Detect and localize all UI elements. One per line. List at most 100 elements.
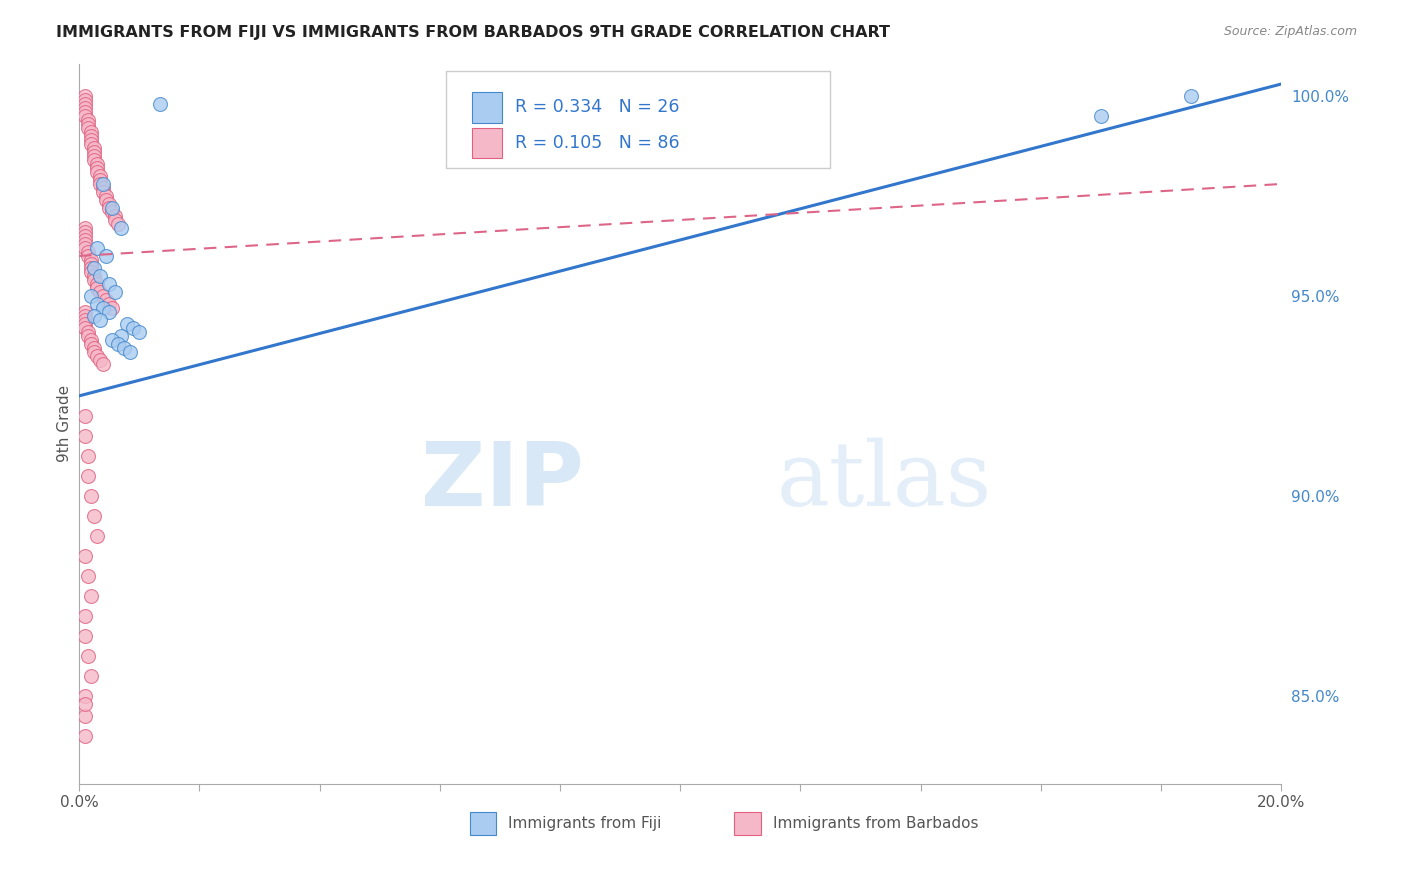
Point xyxy=(86,297,108,311)
Point xyxy=(149,97,172,112)
Point xyxy=(77,449,100,463)
Point xyxy=(75,97,97,112)
Point xyxy=(104,285,127,299)
Point xyxy=(112,341,135,355)
Point xyxy=(75,629,97,643)
Point xyxy=(91,357,114,371)
Point xyxy=(101,201,124,215)
Point xyxy=(75,93,97,107)
Point xyxy=(80,128,103,143)
Point xyxy=(101,205,124,219)
Point xyxy=(91,181,114,195)
Point xyxy=(75,689,97,703)
Point xyxy=(75,608,97,623)
Point xyxy=(75,89,97,103)
Point xyxy=(83,141,105,155)
Point xyxy=(89,173,111,187)
Point xyxy=(83,268,105,283)
Point xyxy=(1180,89,1202,103)
Point xyxy=(96,193,118,207)
Point xyxy=(98,197,121,211)
Point xyxy=(86,281,108,295)
Point xyxy=(80,265,103,279)
Text: Immigrants from Fiji: Immigrants from Fiji xyxy=(508,815,662,830)
Point xyxy=(75,101,97,115)
Text: Immigrants from Barbados: Immigrants from Barbados xyxy=(773,815,979,830)
Point xyxy=(83,260,105,275)
Point xyxy=(75,697,97,711)
Text: R = 0.334   N = 26: R = 0.334 N = 26 xyxy=(516,98,681,117)
Point xyxy=(89,313,111,327)
Text: Source: ZipAtlas.com: Source: ZipAtlas.com xyxy=(1223,25,1357,38)
Point xyxy=(115,317,138,331)
Point xyxy=(89,285,111,299)
FancyBboxPatch shape xyxy=(734,812,761,835)
Point xyxy=(128,325,150,339)
Point xyxy=(83,145,105,159)
Point xyxy=(75,109,97,123)
Point xyxy=(80,589,103,603)
Point xyxy=(77,648,100,663)
FancyBboxPatch shape xyxy=(446,71,831,169)
Text: IMMIGRANTS FROM FIJI VS IMMIGRANTS FROM BARBADOS 9TH GRADE CORRELATION CHART: IMMIGRANTS FROM FIJI VS IMMIGRANTS FROM … xyxy=(56,25,890,40)
Point xyxy=(75,236,97,251)
Point xyxy=(75,225,97,239)
Text: atlas: atlas xyxy=(776,438,991,525)
Point xyxy=(107,337,129,351)
Point xyxy=(104,209,127,223)
Point xyxy=(80,252,103,267)
Point xyxy=(75,313,97,327)
Point xyxy=(89,169,111,183)
Point xyxy=(91,301,114,315)
Point xyxy=(77,117,100,131)
Point xyxy=(75,305,97,319)
Point xyxy=(83,273,105,287)
Point xyxy=(89,268,111,283)
Point xyxy=(98,297,121,311)
Point xyxy=(80,133,103,147)
Point xyxy=(77,468,100,483)
Point xyxy=(96,189,118,203)
Point xyxy=(110,221,132,235)
Point xyxy=(80,337,103,351)
Text: ZIP: ZIP xyxy=(422,438,583,524)
Point xyxy=(86,529,108,543)
Point xyxy=(83,309,105,323)
Point xyxy=(96,293,118,307)
FancyBboxPatch shape xyxy=(470,812,496,835)
Point xyxy=(98,277,121,291)
Point xyxy=(107,217,129,231)
Point xyxy=(77,244,100,259)
Point xyxy=(80,669,103,683)
Point xyxy=(98,201,121,215)
Point xyxy=(75,708,97,723)
Point xyxy=(101,333,124,347)
Point xyxy=(91,177,114,191)
Point xyxy=(122,321,145,335)
Point xyxy=(96,249,118,263)
Point xyxy=(83,344,105,359)
Point xyxy=(75,729,97,743)
Point xyxy=(75,233,97,247)
Point xyxy=(83,149,105,163)
Point xyxy=(75,309,97,323)
Point xyxy=(83,508,105,523)
Point xyxy=(91,185,114,199)
Point xyxy=(75,429,97,443)
Point xyxy=(86,165,108,179)
Point xyxy=(83,341,105,355)
Point xyxy=(86,157,108,171)
Point xyxy=(75,229,97,244)
Point xyxy=(86,277,108,291)
Text: R = 0.105   N = 86: R = 0.105 N = 86 xyxy=(516,134,681,152)
Point xyxy=(75,221,97,235)
Point xyxy=(77,329,100,343)
Point xyxy=(75,321,97,335)
Point xyxy=(77,325,100,339)
Point xyxy=(80,125,103,139)
Point xyxy=(86,241,108,255)
Point xyxy=(77,568,100,582)
Point xyxy=(101,301,124,315)
Point xyxy=(75,105,97,120)
Point xyxy=(1090,109,1112,123)
